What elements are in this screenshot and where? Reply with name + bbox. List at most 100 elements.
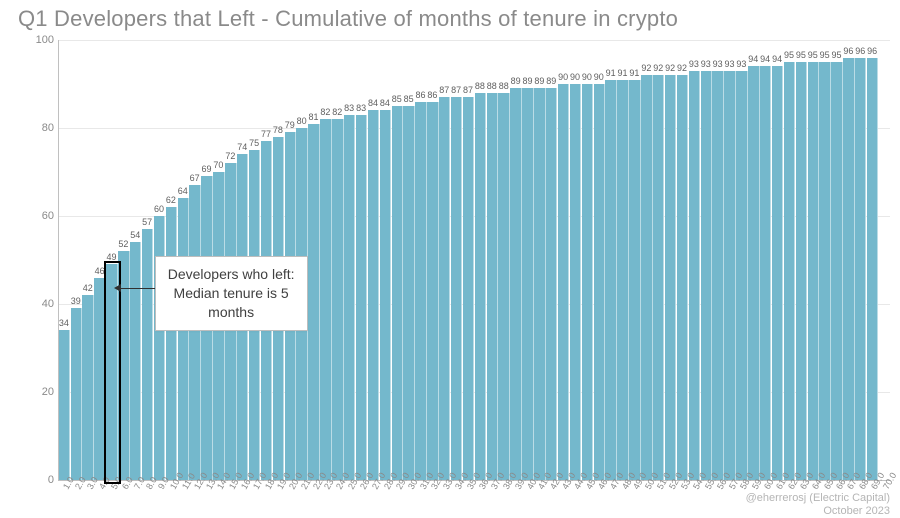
bar-value-label: 93 [724, 59, 736, 69]
bar [403, 106, 414, 480]
bar-slot: 93 [724, 40, 736, 480]
bar-value-label: 93 [735, 59, 747, 69]
bar-slot: 93 [735, 40, 747, 480]
bar-value-label: 95 [819, 50, 831, 60]
bar [689, 71, 700, 480]
bar-value-label: 57 [141, 217, 153, 227]
bar-slot: 95 [831, 40, 843, 480]
bar-slot: 95 [783, 40, 795, 480]
bar-value-label: 90 [581, 72, 593, 82]
bar [439, 97, 450, 480]
bar-value-label: 91 [629, 68, 641, 78]
bar [463, 97, 474, 480]
bar [641, 75, 652, 480]
chart-plot: 020406080100 343942464952545760626467697… [32, 40, 890, 480]
bar [784, 62, 795, 480]
bar-value-label: 89 [522, 76, 534, 86]
bar-value-label: 93 [688, 59, 700, 69]
bar-value-label: 90 [593, 72, 605, 82]
bar-slot: 86 [415, 40, 427, 480]
bar-value-label: 93 [712, 59, 724, 69]
bar-value-label: 77 [260, 129, 272, 139]
bar [356, 115, 367, 480]
bar-value-label: 95 [783, 50, 795, 60]
bar-slot: 87 [462, 40, 474, 480]
bar [130, 242, 141, 480]
bar [748, 66, 759, 480]
bar [415, 102, 426, 480]
bar-value-label: 88 [474, 81, 486, 91]
y-tick: 40 [32, 298, 54, 310]
bar-slot: 92 [652, 40, 664, 480]
bar-slot: 92 [640, 40, 652, 480]
bar-value-label: 92 [676, 63, 688, 73]
bar [498, 93, 509, 480]
bar [522, 88, 533, 480]
y-axis-line [58, 40, 59, 480]
bar-slot: 94 [771, 40, 783, 480]
bar [166, 207, 177, 480]
bar-value-label: 85 [391, 94, 403, 104]
bar-value-label: 90 [569, 72, 581, 82]
bar-value-label: 89 [545, 76, 557, 86]
bar-value-label: 94 [771, 54, 783, 64]
bar-value-label: 80 [296, 116, 308, 126]
bar [712, 71, 723, 480]
bar-value-label: 88 [498, 81, 510, 91]
bar [546, 88, 557, 480]
bar-value-label: 70 [213, 160, 225, 170]
bar-slot: 95 [819, 40, 831, 480]
bar [558, 84, 569, 480]
bar-value-label: 93 [700, 59, 712, 69]
bar-value-label: 88 [486, 81, 498, 91]
bar [510, 88, 521, 480]
bar-slot: 83 [343, 40, 355, 480]
bar-slot: 93 [712, 40, 724, 480]
bar-value-label: 87 [450, 85, 462, 95]
chart-title: Q1 Developers that Left - Cumulative of … [18, 6, 678, 32]
bar-value-label: 94 [747, 54, 759, 64]
bar-slot: 91 [629, 40, 641, 480]
callout-text-line: Developers who left: [168, 265, 295, 284]
bar-slot: 91 [617, 40, 629, 480]
bar-slot: 89 [510, 40, 522, 480]
bar [582, 84, 593, 480]
bar-slot: 84 [379, 40, 391, 480]
bar-slot: 88 [474, 40, 486, 480]
bar-value-label: 92 [664, 63, 676, 73]
bar [855, 58, 866, 480]
bar [308, 124, 319, 480]
bar-value-label: 96 [866, 46, 878, 56]
bar [701, 71, 712, 480]
bar-slot: 96 [854, 40, 866, 480]
bar [534, 88, 545, 480]
bar-slot: 34 [58, 40, 70, 480]
bar-value-label: 82 [319, 107, 331, 117]
bar-value-label: 90 [557, 72, 569, 82]
bar [831, 62, 842, 480]
y-tick: 20 [32, 386, 54, 398]
bar [451, 97, 462, 480]
bar-value-label: 85 [403, 94, 415, 104]
bar-value-label: 67 [189, 173, 201, 183]
y-axis: 020406080100 [32, 40, 58, 480]
bar [617, 80, 628, 480]
bar [843, 58, 854, 480]
bar-slot: 81 [308, 40, 320, 480]
bar [653, 75, 664, 480]
bar-value-label: 84 [379, 98, 391, 108]
bar-slot: 82 [319, 40, 331, 480]
bar-slot: 96 [866, 40, 878, 480]
bar-value-label: 87 [462, 85, 474, 95]
bar-value-label: 42 [82, 283, 94, 293]
bar-slot: 83 [355, 40, 367, 480]
bar [677, 75, 688, 480]
bar [594, 84, 605, 480]
bar-value-label: 75 [248, 138, 260, 148]
bar-slot: 85 [391, 40, 403, 480]
bar-value-label: 62 [165, 195, 177, 205]
bar [189, 185, 200, 480]
bar-value-label: 94 [759, 54, 771, 64]
bar [570, 84, 581, 480]
callout-arrowhead-icon [114, 284, 121, 292]
